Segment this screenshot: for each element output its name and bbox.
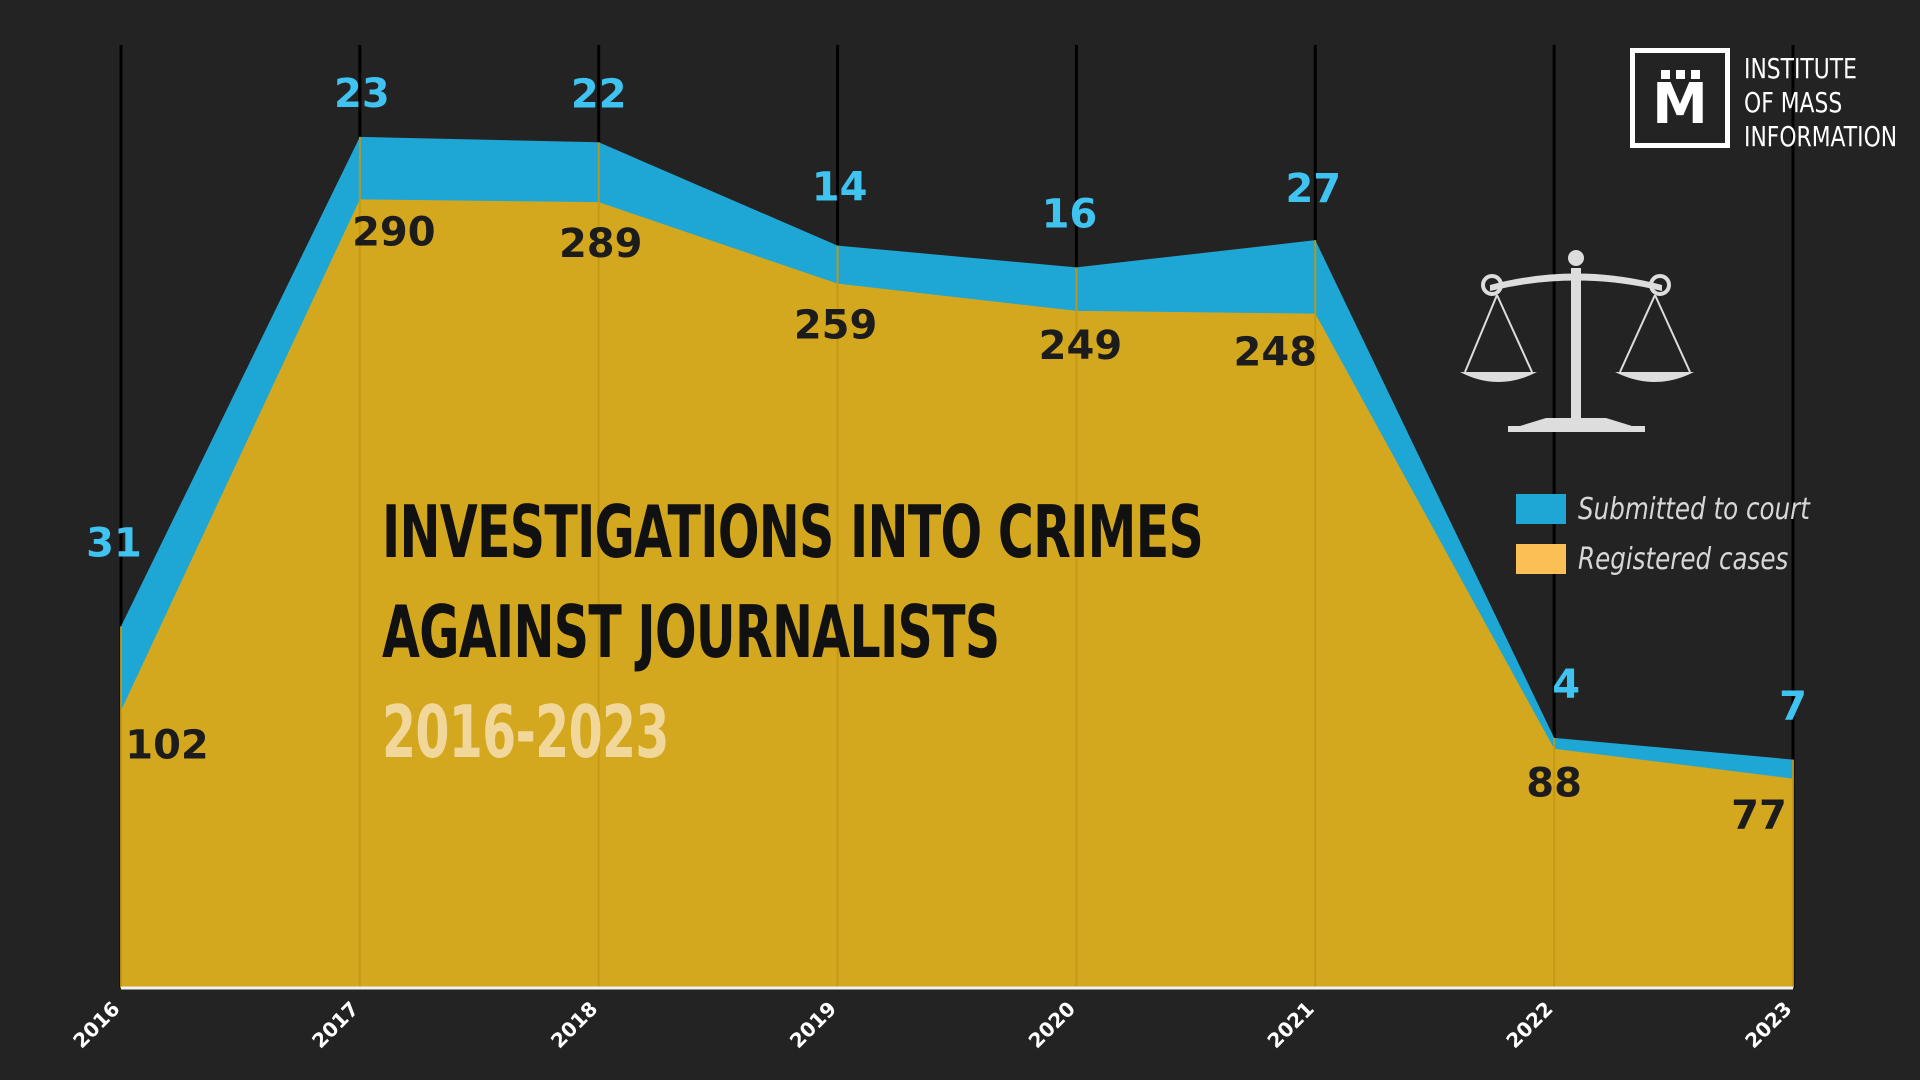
label-submitted-2020: 16 [1042,191,1098,237]
x-tick-label-2018: 2018 [546,997,602,1053]
logo-letter: M [1652,71,1708,137]
label-registered-2022: 88 [1526,761,1582,807]
logo-line-2: OF MASS [1744,86,1843,119]
label-submitted-2022: 4 [1552,662,1580,708]
x-tick-label-2017: 2017 [307,997,363,1053]
chart-subtitle: 2016-2023 [382,690,669,774]
legend-swatch-registered [1516,544,1566,574]
legend-item-registered: Registered cases [1516,534,1861,584]
title-block: INVESTIGATIONS INTO CRIMES AGAINST JOURN… [382,482,1589,782]
x-tick-label-2016: 2016 [68,997,124,1053]
legend-item-submitted: Submitted to court [1516,484,1861,534]
legend-swatch-submitted [1516,494,1566,524]
imi-logo: M INSTITUTE OF MASS INFORMATION [1630,48,1920,154]
legend-label-registered: Registered cases [1578,541,1789,577]
logo-line-1: INSTITUTE [1744,52,1857,85]
chart-title-line-2: AGAINST JOURNALISTS [382,590,1000,674]
x-tick-label-2020: 2020 [1024,997,1080,1053]
logo-mark: M [1630,48,1730,148]
label-submitted-2023: 7 [1779,684,1807,730]
label-submitted-2016: 31 [86,520,142,566]
label-submitted-2021: 27 [1285,166,1341,212]
label-registered-2019: 259 [794,303,878,349]
x-tick-label-2021: 2021 [1262,997,1318,1053]
label-registered-2017: 290 [352,209,436,255]
chart-title-line-1: INVESTIGATIONS INTO CRIMES [382,490,1204,574]
legend: Submitted to court Registered cases [1516,484,1861,584]
label-registered-2021: 248 [1234,330,1318,376]
x-tick-label-2023: 2023 [1740,997,1796,1053]
area-registered [121,199,1793,989]
x-tick-label-2022: 2022 [1501,997,1557,1053]
scales-of-justice-icon [1460,250,1694,432]
label-registered-2016: 102 [125,723,209,769]
logo-text: INSTITUTE OF MASS INFORMATION [1744,52,1920,154]
label-registered-2023: 77 [1731,793,1787,839]
logo-dots [1660,69,1700,79]
label-registered-2018: 289 [559,221,643,267]
label-registered-2020: 249 [1039,323,1123,369]
x-tick-label-2019: 2019 [785,997,841,1053]
label-submitted-2018: 22 [571,71,627,117]
label-submitted-2019: 14 [812,165,868,211]
logo-line-3: INFORMATION [1744,120,1898,153]
legend-label-submitted: Submitted to court [1578,491,1810,527]
label-submitted-2017: 23 [334,71,390,117]
